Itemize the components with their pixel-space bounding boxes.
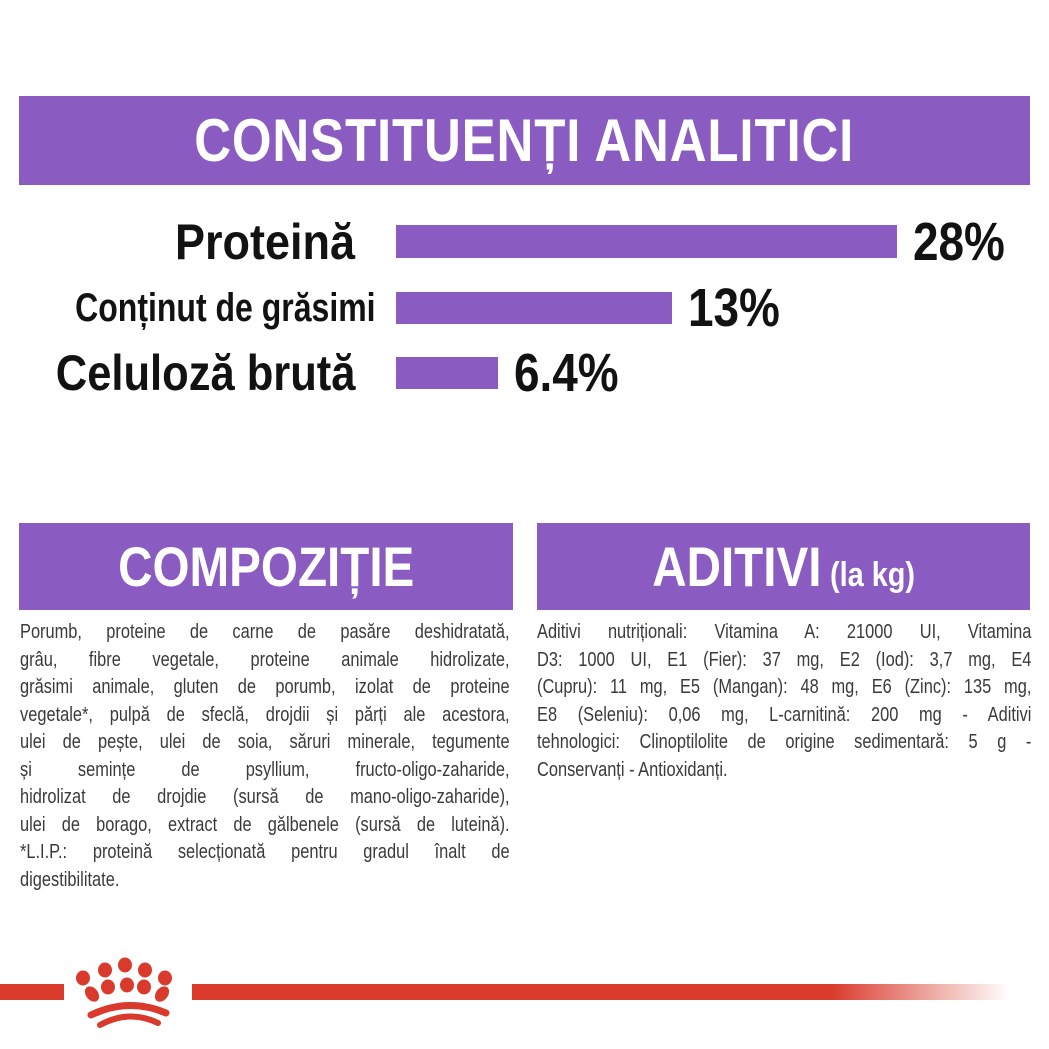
- chart-category-label: Proteină: [174, 213, 355, 270]
- text-line: (Cupru): 11 mg, E5 (Mangan): 48 mg, E6 (…: [537, 675, 1032, 698]
- footer-red-bar-left: [0, 984, 64, 1000]
- nutrient-bar-chart: Proteină 28% Conținut de grăsimi 13% Celuloz…: [0, 0, 1049, 520]
- chart-row-1: Proteină 28%: [0, 215, 1049, 269]
- text-line: grăsimi animale, gluten de porumb, izola…: [20, 675, 510, 698]
- text-line: ulei de pește, ulei de soia, săruri mine…: [20, 730, 510, 753]
- chart-category-label: Celuloză brută: [55, 345, 355, 401]
- chart-row-3: Celuloză brută 6.4%: [0, 346, 1049, 400]
- analytical-constituents-banner: CONSTITUENȚI ANALITICI: [19, 96, 1030, 185]
- text-line: ulei de borago, extract de gălbenele (su…: [20, 812, 510, 836]
- footer-red-bar-right: [192, 984, 1010, 1000]
- composition-text: Porumb, proteine de carne de pasăre desh…: [20, 618, 510, 893]
- additives-text: Aditivi nutriționali: Vitamina A: 21000 …: [537, 618, 1031, 783]
- chart-bar: [396, 292, 672, 324]
- text-line: tehnologici: Clinoptilolite de origine s…: [537, 730, 1032, 753]
- additives-subtitle: (la kg): [829, 556, 915, 594]
- text-line: digestibilitate.: [20, 867, 120, 891]
- text-line: *L.I.P.: proteină selecționată pentru gr…: [20, 840, 510, 863]
- additives-title: ADITIVI (la kg): [652, 535, 915, 598]
- text-line: D3: 1000 UI, E1 (Fier): 37 mg, E2 (Iod):…: [537, 647, 1032, 671]
- chart-value-label: 6.4%: [514, 343, 619, 403]
- text-line: E8 (Seleniu): 0,06 mg, L-carnitină: 200 …: [537, 702, 1032, 726]
- chart-value-label: 13%: [688, 278, 780, 338]
- text-line: Conservanți - Antioxidanți.: [537, 757, 728, 781]
- chart-bar: [396, 225, 897, 258]
- text-line: Porumb, proteine de carne de pasăre desh…: [20, 620, 510, 643]
- composition-banner: COMPOZIȚIE: [19, 523, 513, 610]
- analytical-constituents-title: CONSTITUENȚI ANALITICI: [194, 107, 855, 174]
- royal-canin-crown-icon: [76, 957, 172, 1028]
- chart-value-label: 28%: [913, 211, 1005, 272]
- additives-banner: ADITIVI (la kg): [537, 523, 1030, 610]
- text-line: grâu, fibre vegetale, proteine animale h…: [20, 647, 510, 671]
- chart-category-label: Conținut de grăsimi: [75, 286, 376, 330]
- chart-row-2: Conținut de grăsimi 13%: [0, 281, 1049, 335]
- text-line: vegetale*, pulpă de sfeclă, drojdii și p…: [20, 702, 510, 726]
- composition-title: COMPOZIȚIE: [117, 535, 415, 598]
- chart-bar: [396, 357, 498, 389]
- text-line: și semințe de psyllium, fructo-oligo-zah…: [20, 757, 510, 781]
- text-line: hidrolizat de drojdie (sursă de mano-oli…: [20, 785, 510, 808]
- text-line: Aditivi nutriționali: Vitamina A: 21000 …: [537, 620, 1032, 643]
